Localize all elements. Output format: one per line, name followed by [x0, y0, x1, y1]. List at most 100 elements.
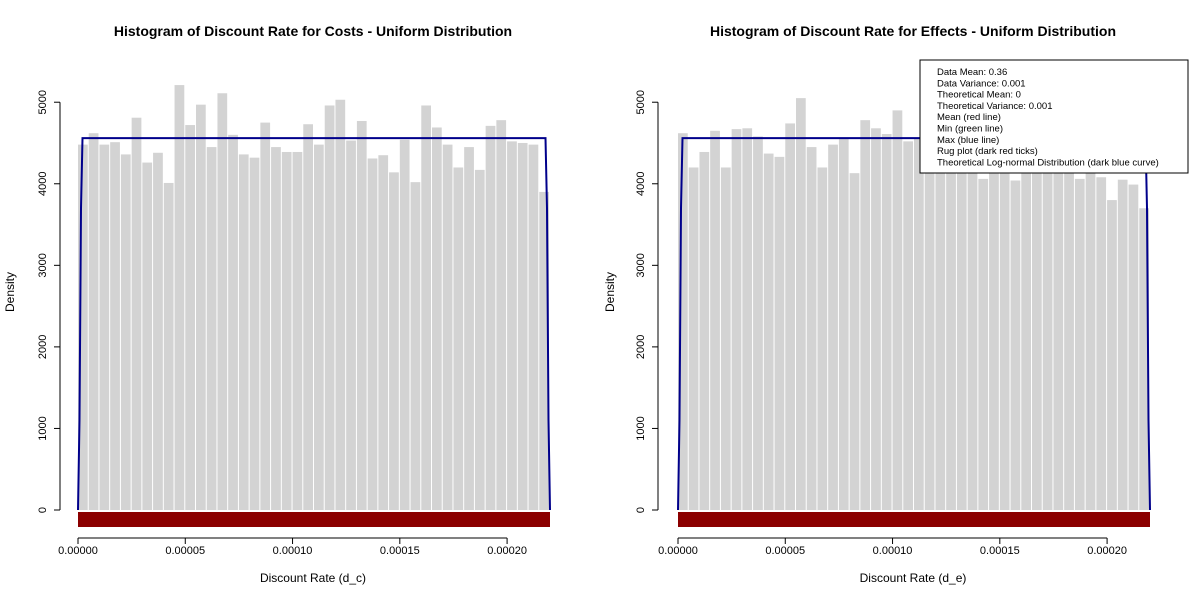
histogram-bar — [924, 156, 935, 511]
histogram-bar — [464, 147, 474, 510]
y-tick-label: 0 — [635, 507, 647, 513]
y-tick-label: 3000 — [37, 253, 49, 277]
legend-entry: Data Variance: 0.001 — [937, 78, 1026, 89]
histogram-bar — [1085, 163, 1096, 510]
histogram-bar — [1032, 167, 1042, 510]
histogram-bar — [860, 120, 871, 511]
x-tick-label: 0.00000 — [58, 545, 98, 557]
costs-histogram-panel: 0 1000 2000 3000 4000 5000 0.00000 0.00005 0.000… — [3, 23, 551, 585]
y-tick-label: 0 — [37, 507, 49, 513]
x-axis-title: Discount Rate (d_e) — [860, 571, 967, 585]
histogram-bar — [1042, 171, 1053, 511]
x-axis-title: Discount Rate (d_c) — [260, 571, 366, 585]
y-tick-label: 1000 — [37, 416, 49, 440]
histogram-bar — [153, 152, 163, 510]
histogram-bar — [742, 128, 753, 510]
legend-entry: Mean (red line) — [937, 112, 1001, 123]
histogram-bar — [699, 151, 710, 510]
legend-box — [919, 59, 1189, 174]
histogram-bar — [539, 191, 549, 511]
legend-entry: Data Mean: 0.36 — [937, 67, 1007, 78]
histogram-bar — [131, 117, 142, 511]
histogram-bar — [399, 139, 410, 511]
theoretical-distribution-curve — [677, 137, 1151, 511]
chart-title: Histogram of Discount Rate for Costs - U… — [114, 23, 512, 39]
histogram-bar — [806, 147, 817, 510]
histogram-bar — [731, 129, 742, 510]
histogram-bar — [517, 142, 528, 511]
histogram-bar — [507, 141, 517, 511]
histogram-bar — [185, 125, 195, 511]
histogram-bar — [120, 154, 131, 510]
y-tick-label: 2000 — [37, 335, 49, 359]
y-tick-label: 4000 — [635, 172, 647, 196]
histogram-bar — [774, 156, 785, 511]
legend-entry: Max (blue line) — [937, 135, 999, 146]
histogram-bar — [903, 141, 913, 511]
histogram-bar — [292, 151, 303, 510]
histogram-bar — [485, 125, 496, 511]
histogram-bar — [989, 166, 999, 510]
legend-entry: Theoretical Variance: 0.001 — [937, 101, 1052, 112]
histogram-bar — [249, 157, 260, 511]
histogram-bar — [1074, 178, 1085, 510]
histogram-bar — [1107, 200, 1117, 510]
histogram-bar — [78, 144, 88, 510]
histogram-bar — [1021, 149, 1031, 510]
x-tick-label: 0.00020 — [487, 545, 527, 557]
y-tick-label: 4000 — [37, 172, 49, 196]
histogram-bar — [1139, 208, 1149, 511]
histogram-bar — [753, 136, 763, 510]
histogram-bar — [281, 151, 292, 510]
x-tick-label: 0.00010 — [273, 545, 313, 557]
histogram-bar — [785, 123, 795, 511]
histogram-bar — [346, 140, 356, 511]
x-tick-label: 0.00010 — [873, 545, 913, 557]
histogram-bar — [163, 182, 174, 510]
histogram-bar — [796, 98, 806, 510]
histogram-bar — [356, 120, 367, 510]
legend-entry: Rug plot (dark red ticks) — [937, 146, 1038, 157]
chart-title: Histogram of Discount Rate for Effects -… — [710, 23, 1116, 39]
histogram-bar — [378, 155, 389, 510]
histogram-bar — [528, 144, 539, 510]
legend-entry: Min (green line) — [937, 124, 1003, 135]
histogram-bar — [763, 153, 774, 510]
histogram-bar — [688, 167, 699, 510]
histogram-bar — [828, 144, 838, 510]
histogram-bar — [324, 105, 335, 510]
histogram-bar — [99, 144, 110, 510]
y-tick-label: 1000 — [635, 416, 647, 440]
histogram-bar — [978, 178, 989, 510]
x-tick-label: 0.00020 — [1087, 545, 1127, 557]
histogram-bar — [174, 85, 185, 510]
histogram-bar — [217, 93, 228, 511]
histogram-bar — [678, 133, 688, 510]
histogram-bar — [967, 151, 978, 510]
histogram-bar — [196, 104, 206, 510]
x-tick-label: 0.00015 — [980, 545, 1020, 557]
x-tick-label: 0.00015 — [380, 545, 420, 557]
histogram-bar — [1053, 150, 1064, 510]
x-tick-label: 0.00005 — [765, 545, 805, 557]
effects-histogram-panel: 0 1000 2000 3000 4000 5000 0.00000 0.00005 0.000… — [603, 23, 1189, 585]
y-axis-title: Density — [603, 272, 617, 312]
y-tick-label: 5000 — [37, 90, 49, 114]
histogram-bar — [453, 167, 464, 510]
rug-plot — [678, 512, 1150, 527]
histogram-bar — [110, 142, 120, 511]
histogram-bar — [935, 159, 946, 511]
histogram-bar — [1064, 153, 1074, 510]
histogram-bar — [720, 167, 731, 510]
histogram-bar — [260, 122, 271, 510]
histogram-bar — [838, 138, 849, 510]
histogram-bar — [817, 167, 828, 510]
histogram-bar — [849, 173, 860, 511]
histogram-bar — [956, 167, 967, 510]
histogram-bar — [367, 158, 378, 511]
histogram-bar — [710, 130, 720, 510]
histogram-bar — [1117, 179, 1128, 510]
histogram-bar — [999, 163, 1010, 510]
legend-entry: Theoretical Log-normal Distribution (dar… — [937, 157, 1159, 168]
